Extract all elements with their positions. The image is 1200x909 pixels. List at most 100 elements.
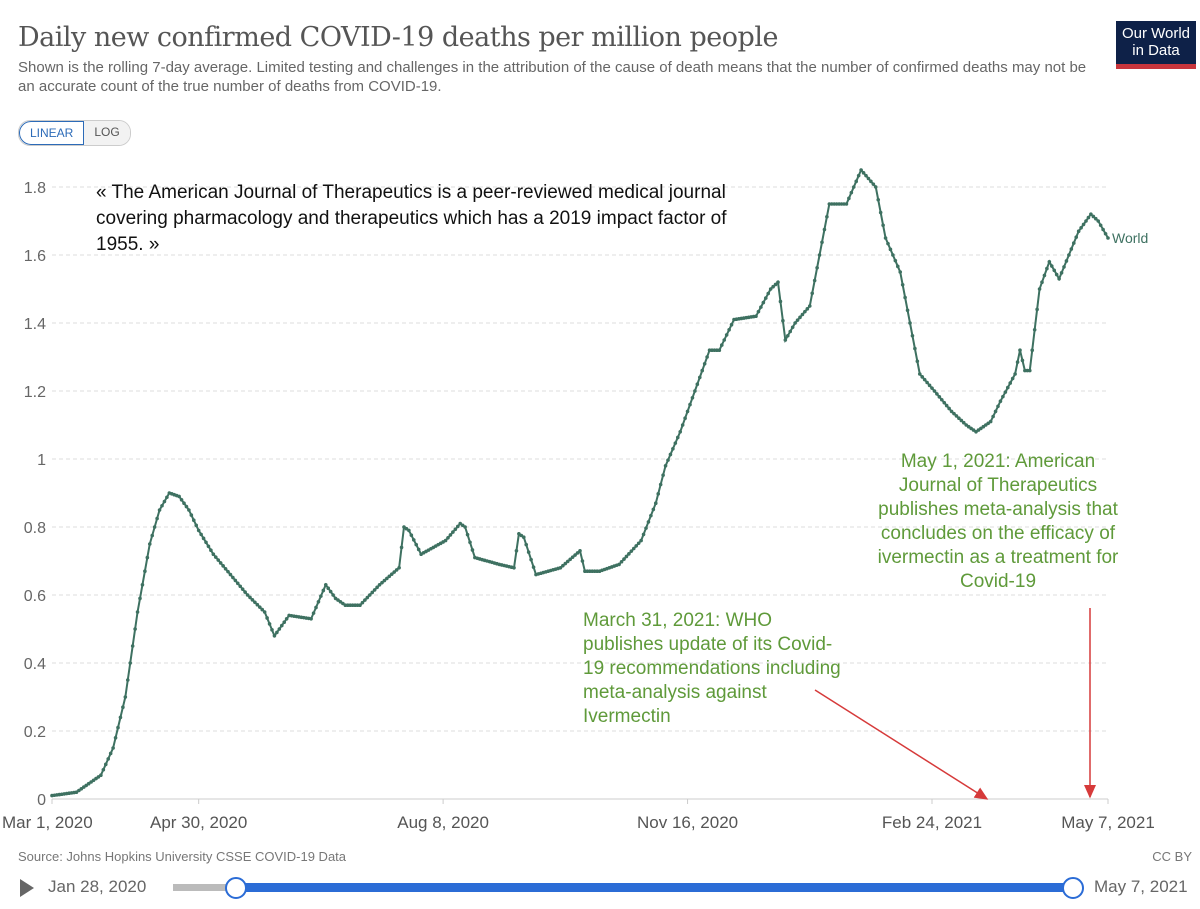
data-point	[111, 746, 115, 750]
data-point	[279, 623, 284, 628]
source-note[interactable]: Source: Johns Hopkins University CSSE CO…	[18, 849, 347, 864]
data-point	[272, 634, 277, 638]
license[interactable]: CC BY	[1152, 849, 1192, 864]
data-point	[649, 513, 653, 518]
data-point	[1086, 215, 1091, 220]
data-point	[409, 533, 414, 537]
data-point	[932, 389, 937, 393]
data-point	[1035, 307, 1039, 312]
data-point	[375, 585, 379, 590]
data-point	[140, 583, 145, 587]
data-point	[451, 530, 455, 534]
data-point	[893, 258, 898, 263]
data-point	[825, 214, 829, 219]
data-point	[573, 553, 577, 557]
play-icon[interactable]	[20, 879, 34, 897]
data-point	[465, 532, 470, 537]
data-point	[284, 617, 289, 621]
data-point	[1076, 229, 1081, 233]
data-point	[847, 196, 851, 201]
timeline-start-handle[interactable]	[225, 877, 247, 899]
data-point	[617, 562, 621, 567]
data-point	[580, 559, 585, 563]
data-point	[854, 179, 859, 184]
data-point	[702, 362, 707, 366]
data-point	[529, 557, 533, 562]
data-point	[961, 420, 966, 425]
data-point	[754, 314, 758, 319]
data-point	[636, 541, 641, 546]
data-point	[653, 501, 658, 506]
data-point	[209, 548, 213, 553]
data-point	[116, 725, 120, 730]
data-point	[1098, 223, 1103, 228]
x-tick-label: Mar 1, 2020	[2, 813, 93, 832]
data-point	[233, 578, 238, 583]
data-point	[387, 574, 392, 579]
linear-button[interactable]: LINEAR	[19, 121, 85, 145]
data-point	[908, 321, 912, 325]
data-point	[927, 383, 932, 388]
data-point	[231, 575, 235, 580]
y-tick-label: 0.8	[24, 520, 46, 537]
data-point	[152, 525, 157, 529]
data-point	[1008, 381, 1013, 385]
x-tick-label: Aug 8, 2020	[397, 813, 489, 832]
data-point	[1106, 236, 1110, 240]
data-point	[783, 338, 788, 342]
data-point	[394, 568, 399, 572]
data-point	[851, 185, 856, 189]
data-point	[162, 499, 167, 504]
timeline-track[interactable]	[173, 884, 235, 891]
data-point	[771, 284, 775, 289]
data-point	[206, 544, 211, 549]
data-point	[311, 611, 316, 615]
data-point	[265, 616, 269, 620]
data-point	[204, 540, 208, 545]
data-point	[996, 404, 1000, 409]
data-point	[367, 593, 372, 597]
y-tick-label: 0.2	[24, 724, 46, 741]
data-point	[377, 583, 382, 587]
data-point	[619, 559, 624, 564]
data-point	[382, 578, 387, 583]
data-point	[187, 508, 191, 512]
data-point	[275, 630, 279, 635]
timeline-end-handle[interactable]	[1062, 877, 1084, 899]
data-point	[869, 179, 873, 184]
data-point	[949, 409, 954, 414]
data-point	[639, 538, 643, 543]
x-tick-label: Feb 24, 2021	[882, 813, 982, 832]
data-point	[106, 757, 111, 761]
data-point	[189, 513, 194, 517]
data-point	[898, 270, 903, 274]
owid-logo[interactable]: Our World in Data	[1116, 21, 1196, 69]
data-point	[514, 549, 519, 553]
data-point	[859, 168, 863, 172]
data-point	[886, 241, 890, 246]
data-point	[101, 767, 106, 772]
timeline-end-date: May 7, 2021	[1094, 877, 1188, 896]
data-point	[358, 603, 362, 607]
data-point	[389, 572, 394, 576]
data-point	[800, 312, 805, 317]
data-point	[575, 551, 580, 555]
data-point	[399, 545, 404, 550]
data-point	[150, 533, 155, 538]
data-point	[624, 554, 629, 559]
y-tick-label: 1.6	[24, 248, 46, 265]
data-point	[671, 447, 675, 451]
timeline-range[interactable]	[235, 883, 1073, 892]
data-point	[761, 300, 766, 305]
data-point	[277, 627, 282, 631]
log-button[interactable]: LOG	[84, 121, 130, 145]
data-point	[930, 386, 934, 390]
data-point	[1032, 328, 1037, 332]
data-point	[196, 528, 201, 533]
y-tick-label: 1.2	[24, 384, 46, 401]
data-point	[1103, 231, 1108, 236]
data-point	[443, 538, 448, 543]
data-point	[226, 569, 230, 574]
data-point	[756, 309, 761, 314]
